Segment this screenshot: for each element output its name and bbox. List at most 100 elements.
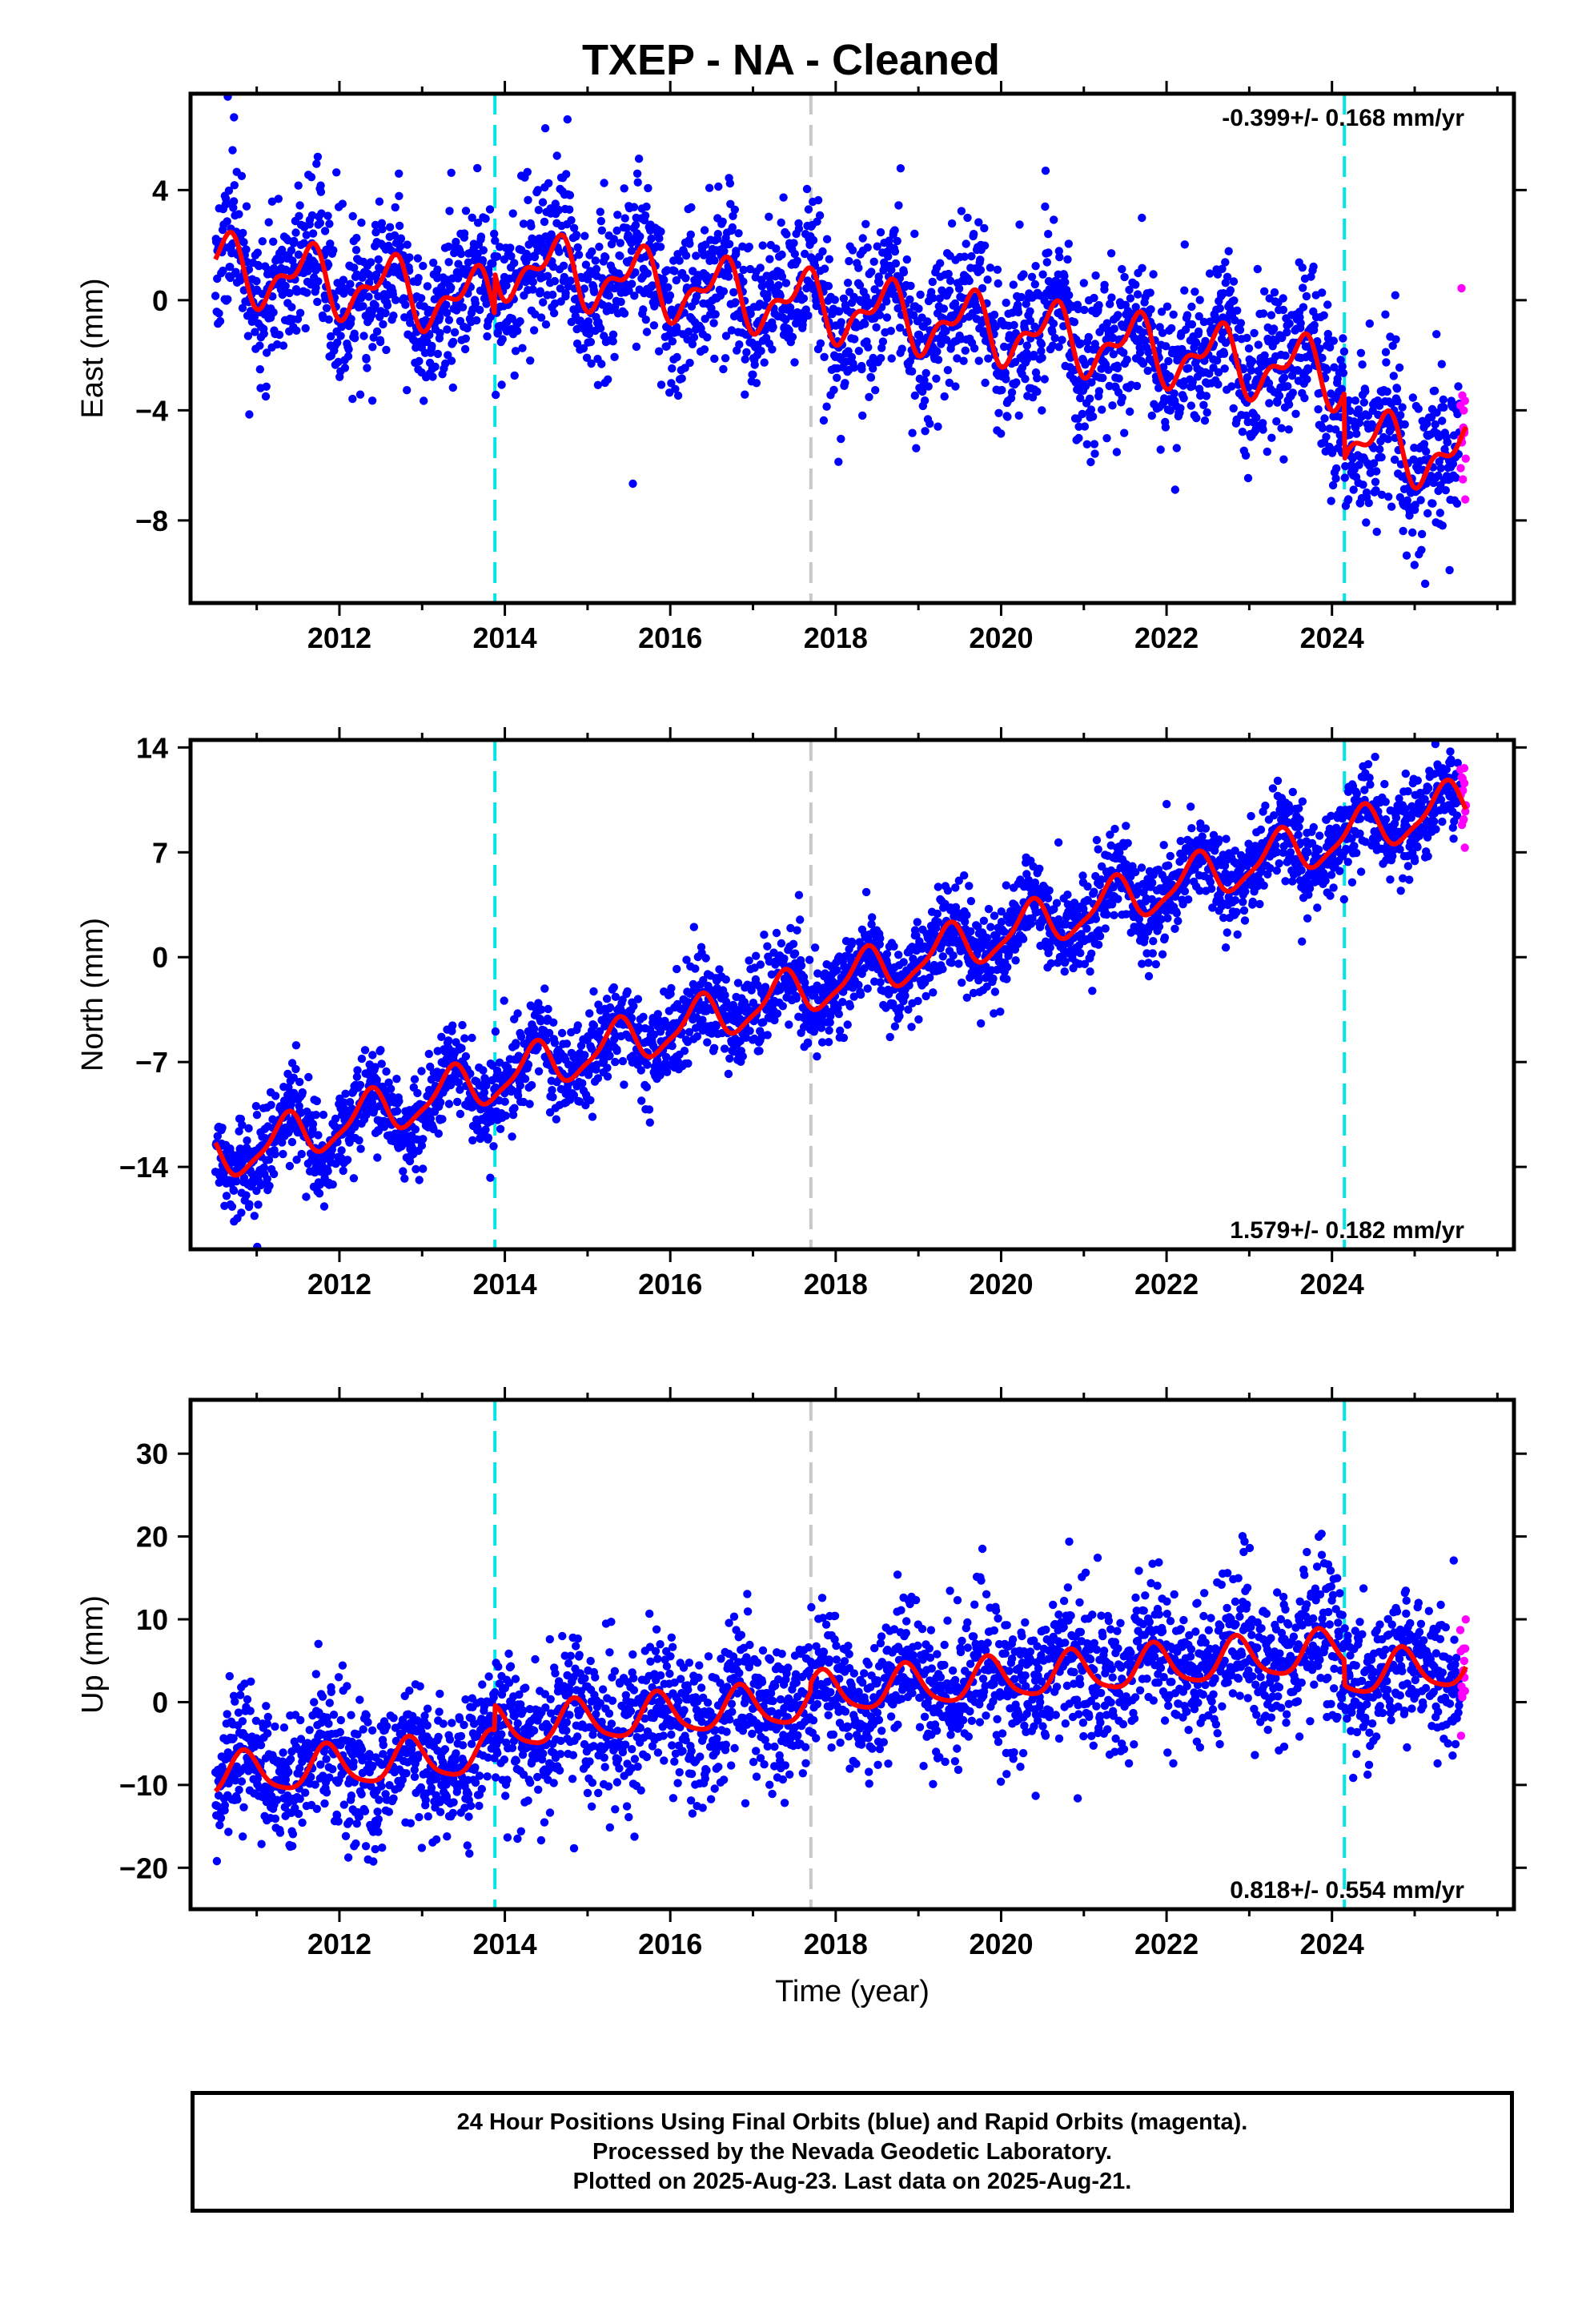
data-point — [1214, 368, 1223, 377]
data-point — [229, 197, 239, 206]
data-point — [839, 294, 849, 303]
data-point — [448, 383, 457, 392]
data-point — [620, 214, 629, 223]
y-tick-label: 4 — [152, 174, 168, 207]
data-point — [978, 283, 987, 293]
data-point — [411, 1125, 420, 1134]
data-point — [513, 1091, 523, 1100]
data-point — [308, 229, 318, 238]
data-point — [371, 220, 380, 230]
data-point — [518, 344, 527, 352]
data-point — [1135, 348, 1145, 357]
data-point — [616, 239, 624, 247]
data-point — [610, 352, 619, 361]
data-point — [325, 219, 334, 228]
data-point — [980, 223, 989, 233]
data-point — [990, 987, 1000, 996]
data-point — [943, 366, 953, 375]
data-point — [259, 1163, 268, 1172]
data-point — [1339, 334, 1347, 343]
data-point — [238, 304, 247, 312]
data-point — [765, 212, 773, 221]
data-point — [526, 356, 535, 365]
data-point — [1364, 498, 1373, 508]
data-point — [347, 315, 355, 324]
data-point — [908, 428, 917, 437]
data-point — [537, 1005, 546, 1014]
data-point — [242, 202, 251, 211]
data-point — [516, 317, 524, 326]
data-point — [1149, 270, 1158, 279]
data-point — [755, 1047, 764, 1055]
data-point — [741, 355, 749, 364]
data-point — [489, 1142, 498, 1151]
data-point — [1285, 319, 1294, 328]
data-point — [774, 281, 783, 290]
data-point — [660, 275, 669, 284]
data-point — [874, 272, 883, 281]
data-point — [1195, 296, 1204, 304]
data-point — [944, 269, 953, 279]
data-point — [454, 1078, 464, 1087]
data-point — [637, 1096, 646, 1105]
data-point — [1267, 311, 1276, 320]
data-point — [496, 1124, 505, 1134]
data-point — [367, 396, 377, 405]
data-point — [849, 363, 859, 372]
data-point — [1109, 333, 1118, 343]
data-point — [506, 243, 515, 252]
data-point — [491, 1027, 500, 1036]
data-point — [970, 344, 979, 353]
x-tick-label: 2014 — [473, 621, 537, 654]
data-point — [597, 360, 606, 368]
data-point — [675, 256, 684, 265]
data-point — [366, 258, 375, 267]
data-point — [719, 364, 728, 374]
data-point — [497, 380, 506, 389]
data-point — [1212, 356, 1222, 365]
data-point — [1387, 424, 1396, 432]
data-point — [498, 335, 507, 344]
data-point — [560, 272, 568, 282]
data-point — [291, 1041, 301, 1050]
data-point — [353, 1066, 362, 1075]
data-point — [281, 281, 290, 291]
data-point — [1381, 348, 1391, 356]
data-point — [355, 1136, 363, 1145]
data-point — [882, 950, 892, 959]
data-point — [721, 332, 731, 340]
data-point — [603, 1063, 612, 1072]
data-point — [1014, 411, 1023, 420]
data-point — [1215, 304, 1225, 313]
data-point — [444, 316, 454, 324]
data-point — [890, 247, 900, 256]
data-point — [752, 379, 761, 388]
data-point — [620, 309, 629, 318]
data-point — [476, 1134, 485, 1144]
data-point — [848, 246, 857, 255]
data-point — [476, 305, 484, 315]
data-point — [320, 227, 330, 235]
data-point — [510, 1104, 519, 1112]
data-point — [824, 282, 833, 291]
data-point — [1454, 382, 1463, 391]
data-point — [745, 243, 753, 251]
data-point — [417, 1067, 426, 1076]
data-point — [1044, 248, 1053, 257]
data-point — [484, 1133, 493, 1142]
data-point — [601, 253, 610, 262]
data-point — [343, 1156, 352, 1164]
data-point — [582, 353, 592, 362]
data-point — [376, 1046, 385, 1055]
plot-area-north — [211, 740, 1471, 1249]
data-point — [485, 205, 495, 214]
data-point — [760, 931, 769, 939]
data-point — [339, 1166, 347, 1176]
data-point — [472, 316, 481, 325]
data-point — [1070, 318, 1079, 327]
data-point — [356, 1144, 365, 1153]
data-point — [877, 354, 885, 363]
data-point — [932, 374, 941, 383]
data-point — [1335, 431, 1344, 440]
